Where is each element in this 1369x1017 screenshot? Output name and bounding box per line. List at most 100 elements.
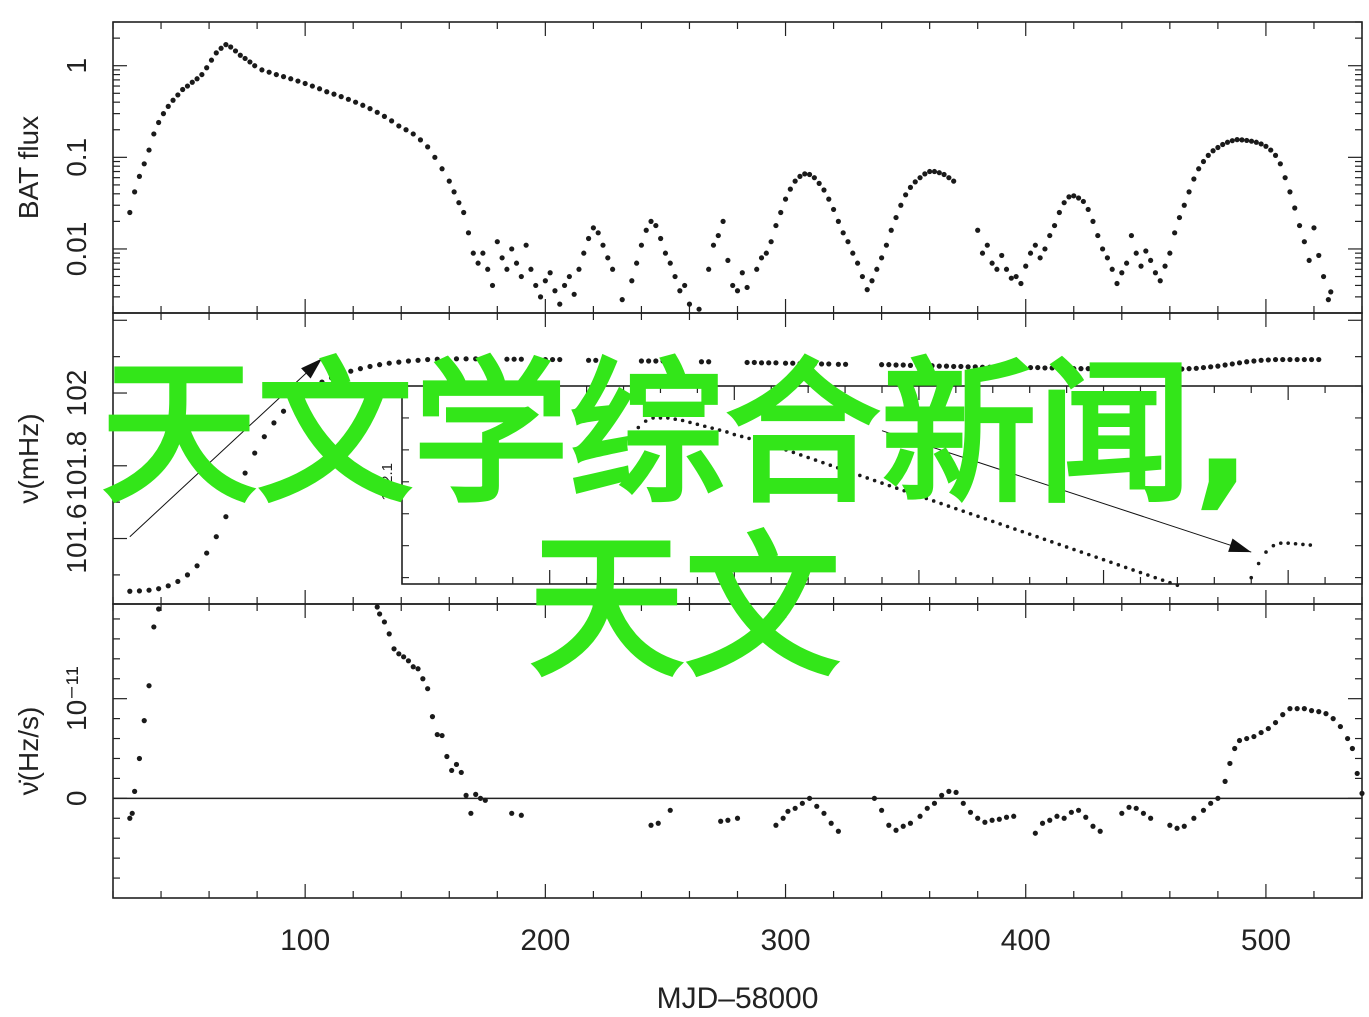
top-data-point	[523, 242, 529, 248]
inset-data-point	[1013, 527, 1017, 531]
top-data-point	[396, 123, 402, 129]
top-data-point	[951, 178, 957, 184]
top-data-point	[787, 186, 793, 192]
middle-data-point	[223, 514, 229, 520]
inset-data-point	[1005, 524, 1010, 529]
top-data-point	[917, 175, 923, 181]
top-data-point	[1220, 141, 1226, 148]
top-data-point	[528, 266, 534, 272]
top-data-point	[763, 250, 769, 256]
inset-data-point	[828, 463, 833, 468]
bottom-data-point	[151, 624, 157, 630]
top-data-point	[922, 171, 928, 177]
top-data-point	[1162, 263, 1168, 269]
top-data-point	[165, 103, 171, 109]
top-data-point	[1157, 278, 1163, 284]
middle-data-point	[653, 358, 659, 364]
top-data-point	[547, 270, 553, 276]
top-data-point	[1253, 139, 1259, 145]
bottom-data-point	[1222, 778, 1228, 784]
inset-frame	[401, 385, 1363, 585]
inset-data-point	[1035, 534, 1039, 539]
top-data-point	[451, 189, 457, 195]
top-data-point	[903, 192, 909, 198]
bottom-data-point	[1287, 706, 1293, 712]
bottom-data-point	[1090, 823, 1096, 829]
inset-data-point	[695, 422, 700, 427]
top-data-point	[552, 288, 558, 294]
middle-data-point	[893, 362, 899, 368]
middle-data-point	[1128, 366, 1135, 372]
middle-data-point	[453, 356, 460, 362]
top-data-point	[744, 284, 750, 291]
top-data-point	[542, 278, 548, 284]
inset-data-point	[954, 506, 958, 511]
middle-data-point	[1056, 365, 1062, 371]
inset-data-point	[917, 494, 921, 498]
inset-data-point	[813, 458, 818, 462]
bottom-data-point	[473, 791, 479, 797]
panel-bottom: 0 10⁻¹¹ ν̇(Hz/s) 100 200 300 400 500 MJD–58000	[13, 603, 1365, 1015]
bottom-data-point	[420, 676, 426, 682]
top-data-point	[854, 260, 861, 266]
bottom-data-point	[401, 654, 407, 660]
inset-data-point	[621, 467, 626, 471]
middle-data-point	[1114, 366, 1120, 372]
top-data-point	[1296, 222, 1303, 229]
top-data-point	[734, 288, 741, 294]
bottom-data-point	[814, 803, 820, 809]
inset-annotation-arrowhead	[1228, 538, 1252, 553]
bottom-data-point	[410, 664, 416, 670]
bottom-data-point	[1047, 817, 1053, 823]
top-data-point	[984, 242, 990, 248]
bottom-data-point	[975, 815, 981, 821]
top-data-point	[1080, 198, 1086, 205]
top-data-point	[1301, 239, 1307, 245]
watermark-line-1: 天文学综合新闻,	[100, 343, 1253, 525]
middle-data-point	[886, 362, 892, 368]
top-data-point	[806, 171, 813, 178]
bottom-data-point	[453, 761, 460, 768]
x-tick-label: 200	[520, 924, 570, 957]
bottom-data-point	[1227, 760, 1233, 767]
bottom-data-point	[1308, 708, 1315, 714]
bottom-data-point	[1039, 820, 1046, 826]
middle-data-point	[518, 356, 524, 362]
bottom-data-point	[1167, 822, 1173, 828]
top-data-point	[1023, 263, 1029, 269]
top-data-point	[403, 127, 409, 133]
inset-data-point	[769, 443, 774, 448]
inset-data-point	[961, 509, 966, 513]
top-data-point	[1181, 202, 1187, 208]
top-data-point	[686, 301, 693, 307]
bottom-data-point	[989, 817, 995, 823]
bottom-data-point	[129, 810, 135, 816]
top-data-point	[898, 202, 904, 208]
top-data-point	[864, 287, 870, 293]
top-data-point	[1148, 257, 1154, 264]
top-data-point	[754, 266, 760, 272]
top-data-point	[237, 52, 243, 58]
bottom-data-point	[1032, 830, 1038, 836]
middle-data-point	[1099, 366, 1106, 372]
top-data-point	[1311, 225, 1317, 231]
inset-data-point	[1101, 557, 1106, 562]
middle-data-point	[444, 356, 450, 362]
middle-annotation-arrowhead	[301, 358, 322, 379]
top-data-point	[331, 91, 337, 97]
top-data-point	[417, 137, 424, 143]
bottom-data-point	[946, 788, 952, 794]
bottom-data-point	[828, 820, 834, 826]
top-data-point	[739, 270, 745, 276]
bottom-data-point	[449, 767, 455, 774]
top-data-point	[189, 79, 195, 85]
top-data-point	[475, 260, 481, 266]
bottom-data-point	[1126, 804, 1132, 810]
middle-data-point	[386, 360, 392, 366]
middle-data-point	[744, 359, 750, 366]
top-data-point	[1234, 137, 1240, 143]
bottom-data-point	[405, 658, 412, 664]
bottom-data-point	[1359, 790, 1365, 796]
middle-y-tick-label: 102	[61, 370, 92, 417]
top-data-point	[605, 255, 611, 261]
